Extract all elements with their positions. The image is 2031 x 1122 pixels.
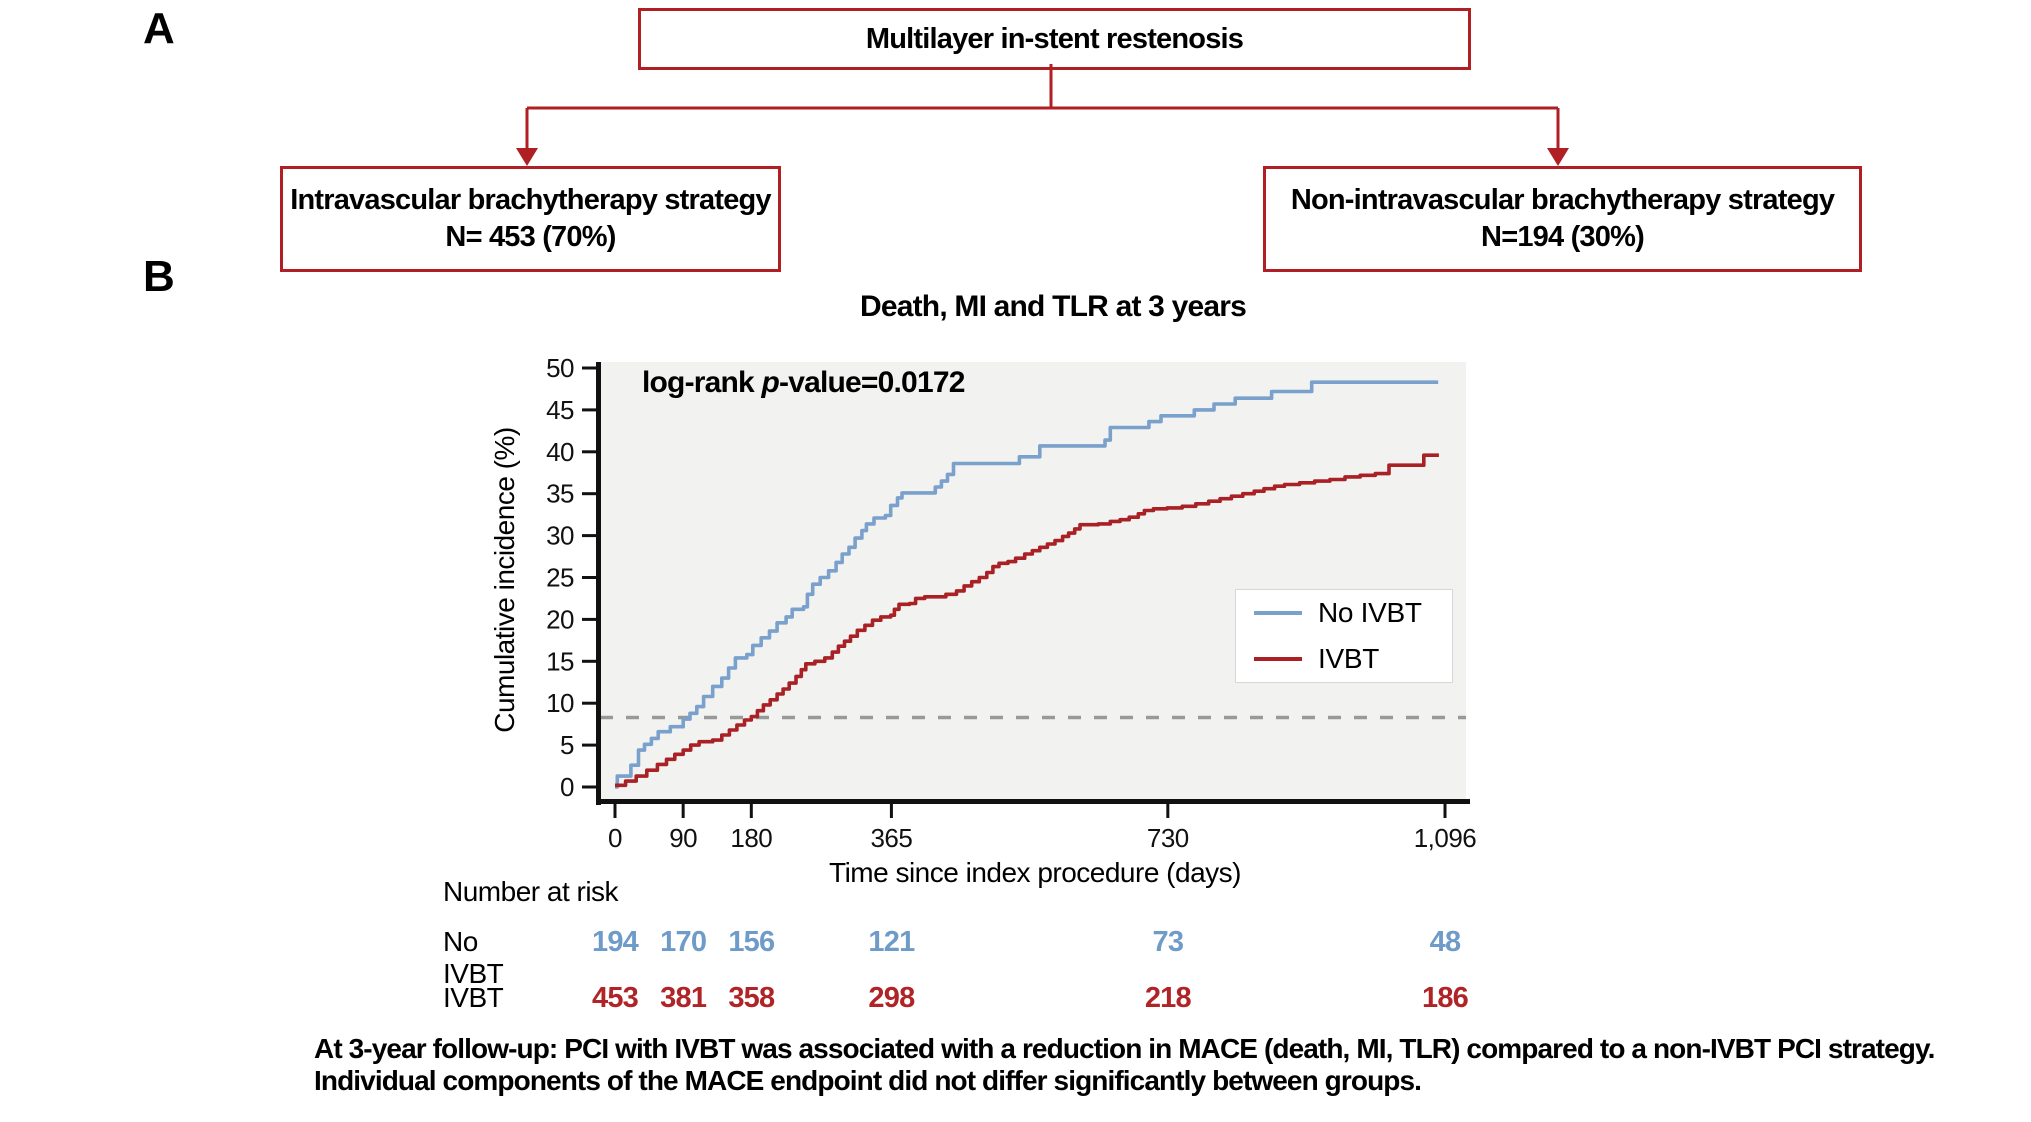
right-box-line2: N=194 (30%) [1481,221,1645,253]
y-tick-label: 25 [546,563,574,593]
risk-value: 453 [592,982,639,1014]
y-tick-label: 10 [546,688,574,718]
risk-value: 186 [1422,982,1469,1014]
x-tick-label: 0 [608,823,622,853]
x-axis-line [596,799,1470,804]
risk-value: 121 [868,926,915,958]
x-tick-label: 365 [870,823,912,853]
x-tick-label: 90 [669,823,697,853]
chart-title: Death, MI and TLR at 3 years [859,290,1247,323]
flowchart-left-box: Intravascular brachytherapy strategy N= … [280,166,781,272]
flowchart-root-box: Multilayer in-stent restenosis [638,8,1471,70]
legend-entry: No IVBT [1254,597,1434,629]
flowchart-connectors [516,64,1569,166]
risk-row-label: IVBT [443,982,504,1013]
y-tick-label: 45 [546,395,574,425]
x-axis-title: Time since index procedure (days) [829,857,1241,888]
risk-value: 73 [1152,926,1184,958]
arrow-down-left-icon [516,148,538,166]
y-axis-title: Cumulative incidence (%) [489,427,520,732]
risk-value: 170 [660,926,707,958]
connector-lines [525,64,1560,150]
left-box-line1: Intravascular brachytherapy strategy [290,184,771,216]
annotation-pre: log-rank [642,366,762,399]
y-tick-label: 20 [546,604,574,634]
x-tick-label: 180 [730,823,772,853]
legend-label: IVBT [1318,643,1380,674]
annotation-p-italic: p [761,366,780,399]
risk-value: 381 [660,982,707,1014]
y-tick-label: 35 [546,479,574,509]
y-tick-label: 15 [546,646,574,676]
series-line-ivbt [615,453,1439,788]
risk-value: 298 [868,982,915,1014]
x-tick-label: 730 [1147,823,1189,853]
risk-value: 48 [1429,926,1461,958]
y-tick-label: 40 [546,437,574,467]
chart-layers: 0 5 10 15 20 25 30 35 40 45 50 0 90 180 365 730 1,096 [546,353,1477,853]
y-tick-label: 0 [560,772,574,802]
y-tick-label: 5 [560,730,574,760]
km-chart: 0 5 10 15 20 25 30 35 40 45 50 0 90 180 365 730 1,096 Ti… [489,353,1477,888]
chart-legend: No IVBT IVBT [1235,589,1453,683]
y-tick-label: 50 [546,353,574,383]
figure-caption-line1: At 3-year follow-up: PCI with IVBT was a… [314,1033,1935,1064]
panel-b-label: B [143,252,175,301]
figure-caption-line2: Individual components of the MACE endpoi… [314,1065,1422,1096]
flowchart-root-box-text: Multilayer in-stent restenosis [865,22,1244,55]
y-tick-label: 30 [546,521,574,551]
risk-value: 358 [728,982,775,1014]
right-box-line1: Non-intravascular brachytherapy strategy [1290,184,1835,216]
risk-value: 218 [1144,982,1192,1014]
log-rank-annotation: log-rank p-value=0.0172 [642,366,965,400]
panel-a-label: A [143,4,175,53]
risk-value: 194 [592,926,639,958]
legend-label: No IVBT [1318,597,1422,628]
left-box-line2: N= 453 (70%) [445,221,616,253]
x-tick-label: 1,096 [1414,823,1477,853]
risk-table-header: Number at risk [443,876,619,907]
annotation-post: -value=0.0172 [779,366,965,399]
legend-swatch-icon [1254,611,1302,615]
risk-value: 156 [728,926,775,958]
flowchart-right-box: Non-intravascular brachytherapy strategy… [1263,166,1862,272]
legend-swatch-icon [1254,657,1302,661]
arrow-down-right-icon [1547,148,1569,166]
risk-row-label: No IVBT [443,926,504,989]
y-axis-line [596,362,601,805]
legend-entry: IVBT [1254,643,1434,675]
series-line-no-ivbt [615,380,1439,789]
